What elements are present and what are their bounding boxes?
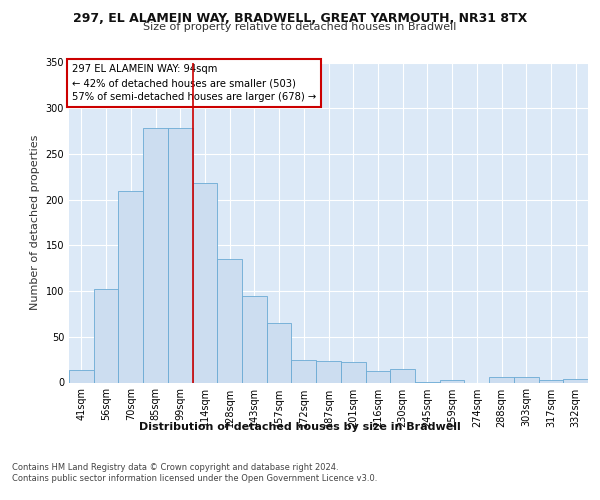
Text: Contains public sector information licensed under the Open Government Licence v3: Contains public sector information licen… — [12, 474, 377, 483]
Bar — [69, 370, 94, 382]
Bar — [292, 360, 316, 382]
Bar — [168, 128, 193, 382]
Bar — [365, 370, 390, 382]
Bar — [316, 362, 341, 382]
Bar — [390, 369, 415, 382]
Bar — [242, 296, 267, 382]
Text: Size of property relative to detached houses in Bradwell: Size of property relative to detached ho… — [143, 22, 457, 32]
Bar — [193, 183, 217, 382]
Bar — [143, 128, 168, 382]
Bar — [440, 380, 464, 382]
Bar — [514, 377, 539, 382]
Bar — [563, 379, 588, 382]
Bar — [341, 362, 365, 382]
Text: 297, EL ALAMEIN WAY, BRADWELL, GREAT YARMOUTH, NR31 8TX: 297, EL ALAMEIN WAY, BRADWELL, GREAT YAR… — [73, 12, 527, 26]
Y-axis label: Number of detached properties: Number of detached properties — [30, 135, 40, 310]
Bar — [94, 289, 118, 382]
Bar — [118, 190, 143, 382]
Bar — [217, 259, 242, 382]
Bar — [539, 380, 563, 382]
Bar — [489, 377, 514, 382]
Text: Distribution of detached houses by size in Bradwell: Distribution of detached houses by size … — [139, 422, 461, 432]
Text: Contains HM Land Registry data © Crown copyright and database right 2024.: Contains HM Land Registry data © Crown c… — [12, 462, 338, 471]
Bar — [267, 323, 292, 382]
Text: 297 EL ALAMEIN WAY: 94sqm
← 42% of detached houses are smaller (503)
57% of semi: 297 EL ALAMEIN WAY: 94sqm ← 42% of detac… — [71, 64, 316, 102]
